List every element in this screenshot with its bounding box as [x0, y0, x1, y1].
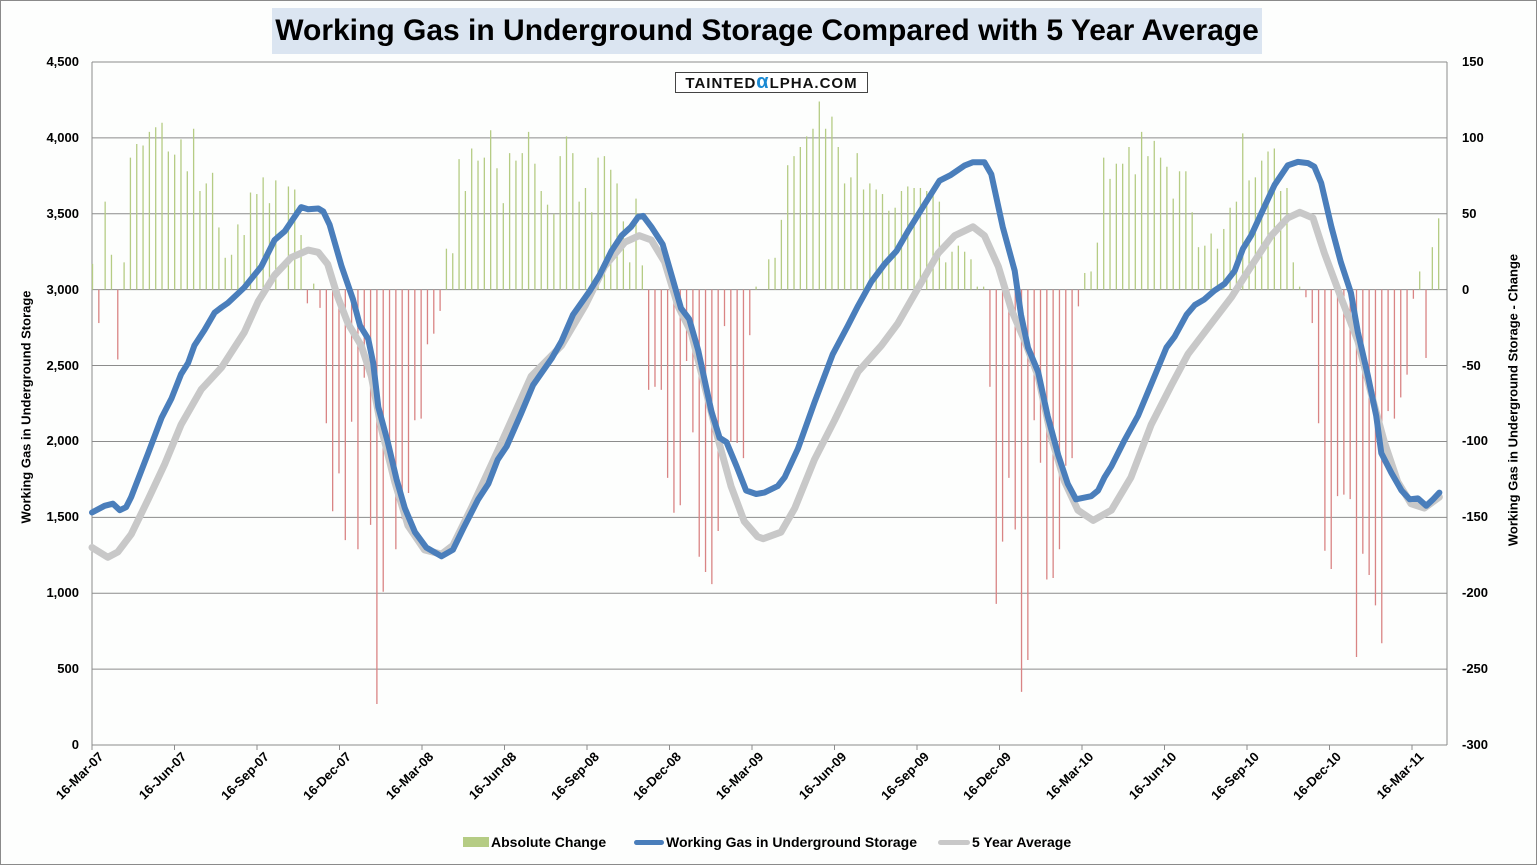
watermark-logo: TAINTEDαLPHA.COM	[675, 72, 868, 93]
chart-title: Working Gas in Underground Storage Compa…	[272, 8, 1262, 54]
y-tick-label-right: -200	[1462, 585, 1489, 601]
y-tick-label: 0	[71, 737, 79, 752]
y-tick-label: 2,000	[46, 433, 79, 449]
legend-label: Absolute Change	[491, 834, 607, 850]
legend-swatch-line	[634, 839, 664, 845]
y-tick-label: 1,500	[46, 509, 79, 525]
y-tick-label-right: 150	[1462, 54, 1484, 69]
y-axis-left-title: Working Gas in Underground Storage	[18, 290, 34, 524]
y-tick-label-right: 0	[1462, 281, 1470, 297]
y-tick-label: 3,500	[46, 205, 79, 221]
y-tick-label: 2,500	[46, 357, 79, 373]
legend-label: Working Gas in Underground Storage	[666, 834, 917, 850]
y-tick-label: 3,000	[46, 281, 79, 297]
series-line-5yr-average	[88, 208, 1443, 561]
legend-item-storage: Working Gas in Underground Storage	[634, 834, 917, 850]
legend-item-absolute-change: Absolute Change	[463, 834, 606, 850]
y-tick-label: 500	[57, 661, 79, 677]
y-tick-label-right: -250	[1462, 661, 1489, 677]
legend-label: 5 Year Average	[972, 834, 1072, 850]
y-tick-label-right: -100	[1462, 433, 1489, 449]
legend-swatch-line	[938, 839, 970, 845]
legend-item-5yr-average: 5 Year Average	[938, 834, 1071, 850]
y-tick-label-right: -150	[1462, 509, 1489, 525]
series-line-working-gas	[89, 158, 1443, 560]
y-tick-label-right: 50	[1462, 205, 1477, 221]
legend-swatch-bar	[463, 837, 489, 847]
y-tick-label: 4,500	[46, 54, 79, 69]
y-tick-label-right: -300	[1462, 737, 1489, 752]
y-tick-label: 4,000	[46, 129, 79, 145]
y-tick-label: 1,000	[46, 585, 79, 601]
y-axis-right-title: Working Gas in Underground Storage - Cha…	[1505, 253, 1521, 547]
y-tick-label-right: 100	[1462, 129, 1484, 145]
y-tick-label-right: -50	[1462, 357, 1481, 373]
